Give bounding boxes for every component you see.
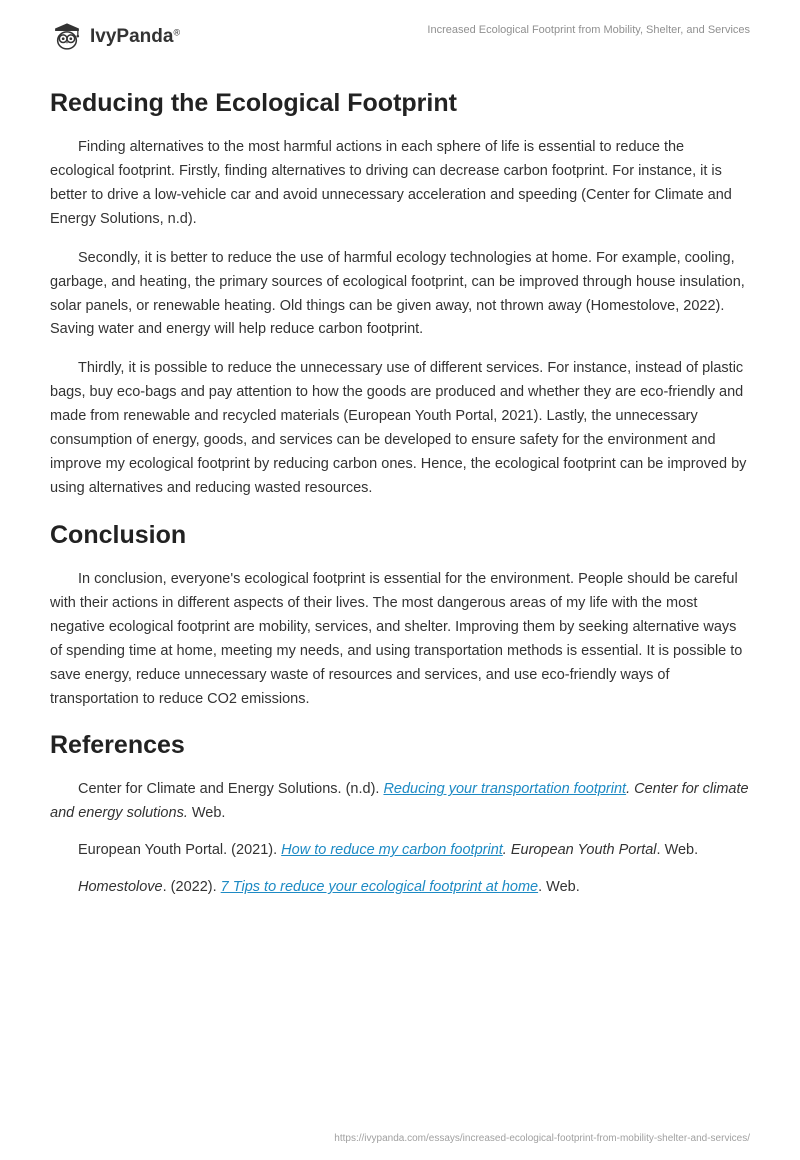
reference-item: Homestolove. (2022). 7 Tips to reduce yo… [50, 876, 750, 900]
paragraph: In conclusion, everyone's ecological foo… [50, 568, 750, 712]
owl-icon [50, 20, 84, 54]
ref-text: European Youth Portal. (2021). [78, 842, 281, 858]
logo-text: IvyPanda® [90, 26, 180, 48]
ref-text: Web. [188, 805, 226, 821]
paragraph: Secondly, it is better to reduce the use… [50, 247, 750, 343]
ref-text: . Web. [657, 842, 699, 858]
ref-text: Homestolove [78, 879, 163, 895]
document-title: Increased Ecological Footprint from Mobi… [427, 24, 750, 36]
reference-link[interactable]: How to reduce my carbon footprint [281, 842, 503, 858]
page-header: IvyPanda® Increased Ecological Footprint… [50, 20, 750, 54]
ref-text: . European Youth Portal [503, 842, 657, 858]
ref-text: . Web. [538, 879, 580, 895]
paragraph: Thirdly, it is possible to reduce the un… [50, 357, 750, 501]
reference-link[interactable]: 7 Tips to reduce your ecological footpri… [221, 879, 538, 895]
footer-url: https://ivypanda.com/essays/increased-ec… [334, 1133, 750, 1144]
reference-link[interactable]: Reducing your transportation footprint [383, 781, 626, 797]
reference-item: European Youth Portal. (2021). How to re… [50, 839, 750, 863]
logo: IvyPanda® [50, 20, 180, 54]
ref-text: Center for Climate and Energy Solutions.… [78, 781, 383, 797]
heading-reducing: Reducing the Ecological Footprint [50, 89, 750, 118]
reference-item: Center for Climate and Energy Solutions.… [50, 778, 750, 826]
paragraph: Finding alternatives to the most harmful… [50, 136, 750, 232]
heading-conclusion: Conclusion [50, 521, 750, 550]
heading-references: References [50, 731, 750, 760]
ref-text: . (2022). [163, 879, 221, 895]
